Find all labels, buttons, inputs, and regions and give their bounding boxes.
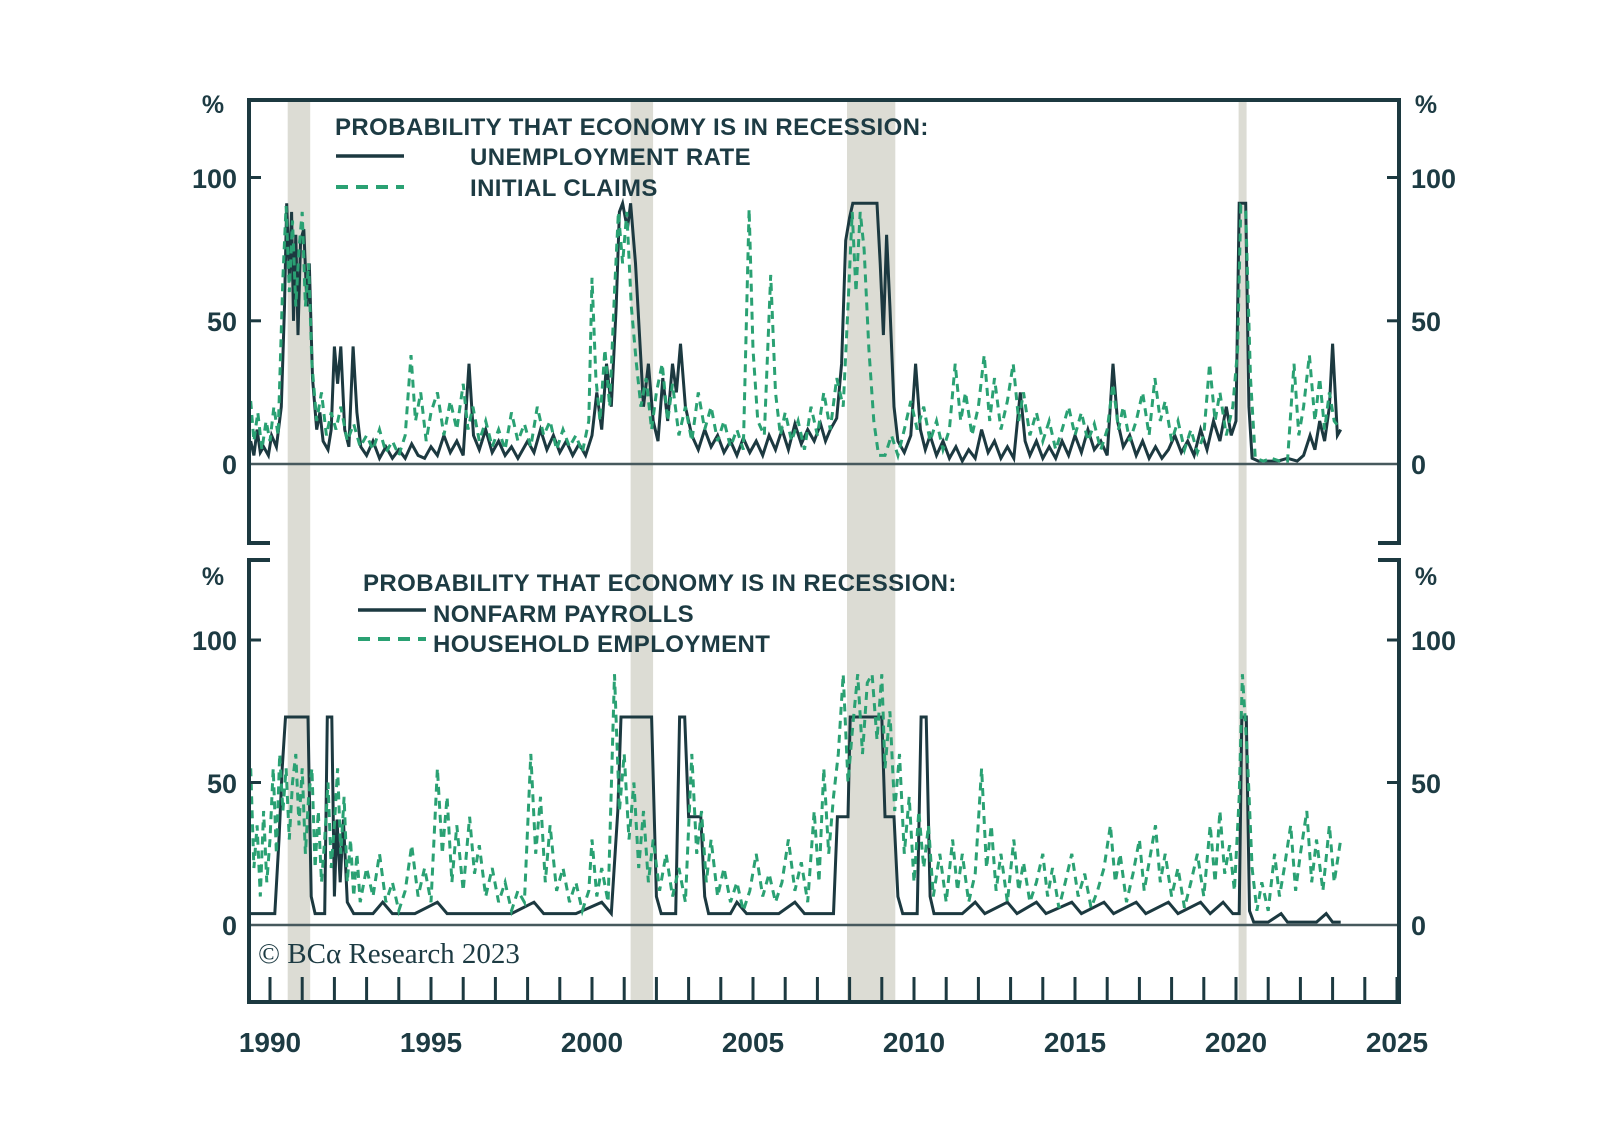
bottom-left-percent-label: % — [202, 563, 224, 591]
top-left-100-label: 100 — [192, 164, 237, 194]
top-legend: PROBABILITY THAT ECONOMY IS IN RECESSION… — [335, 114, 929, 202]
series-initial-claims — [249, 202, 1342, 463]
x-label-2020: 2020 — [1205, 1027, 1267, 1058]
series-unemployment-rate — [249, 197, 1343, 465]
top-right-0-label: 0 — [1411, 450, 1426, 480]
bottom-legend: PROBABILITY THAT ECONOMY IS IN RECESSION… — [358, 570, 957, 658]
top-left-percent-label: % — [202, 91, 224, 119]
recession-band — [630, 100, 654, 1002]
x-label-1995: 1995 — [400, 1027, 462, 1058]
year-ticks — [268, 977, 1399, 1002]
series-panel-1 — [249, 669, 1343, 924]
series-panel-0 — [249, 197, 1343, 465]
top-right-percent-label: % — [1415, 91, 1437, 119]
y-tick-marks — [249, 176, 1399, 784]
bottom-right-100-label: 100 — [1411, 626, 1456, 656]
series-nonfarm-payrolls — [250, 715, 1341, 924]
top-right-100-label: 100 — [1411, 164, 1456, 194]
x-label-2005: 2005 — [722, 1027, 784, 1058]
top-legend-series1-label: UNEMPLOYMENT RATE — [470, 144, 751, 171]
top-right-50-label: 50 — [1411, 307, 1441, 337]
bottom-legend-series2-label: HOUSEHOLD EMPLOYMENT — [433, 631, 770, 658]
top-left-50-label: 50 — [207, 307, 237, 337]
x-label-2000: 2000 — [561, 1027, 623, 1058]
recession-band — [1238, 100, 1247, 1002]
source-credit: © BCα Research 2023 — [258, 938, 520, 970]
top-left-0-label: 0 — [222, 450, 237, 480]
top-legend-series2-label: INITIAL CLAIMS — [470, 175, 658, 202]
bottom-left-0-label: 0 — [222, 911, 237, 941]
x-label-2025: 2025 — [1366, 1027, 1428, 1058]
bottom-legend-series1-label: NONFARM PAYROLLS — [433, 601, 694, 628]
top-panel-frame — [247, 98, 1401, 545]
bottom-right-percent-label: % — [1415, 563, 1437, 591]
x-label-2010: 2010 — [883, 1027, 945, 1058]
bottom-right-0-label: 0 — [1411, 911, 1426, 941]
recession-bands — [287, 100, 1247, 1002]
x-label-2015: 2015 — [1044, 1027, 1106, 1058]
x-label-1990: 1990 — [239, 1027, 301, 1058]
recession-band — [287, 100, 311, 1002]
bottom-left-100-label: 100 — [192, 626, 237, 656]
bottom-panel-frame — [247, 558, 1401, 1004]
series-household-employment — [249, 669, 1343, 917]
bottom-legend-title: PROBABILITY THAT ECONOMY IS IN RECESSION… — [363, 570, 957, 597]
top-legend-title: PROBABILITY THAT ECONOMY IS IN RECESSION… — [335, 114, 929, 141]
bottom-left-50-label: 50 — [207, 769, 237, 799]
bottom-right-50-label: 50 — [1411, 769, 1441, 799]
